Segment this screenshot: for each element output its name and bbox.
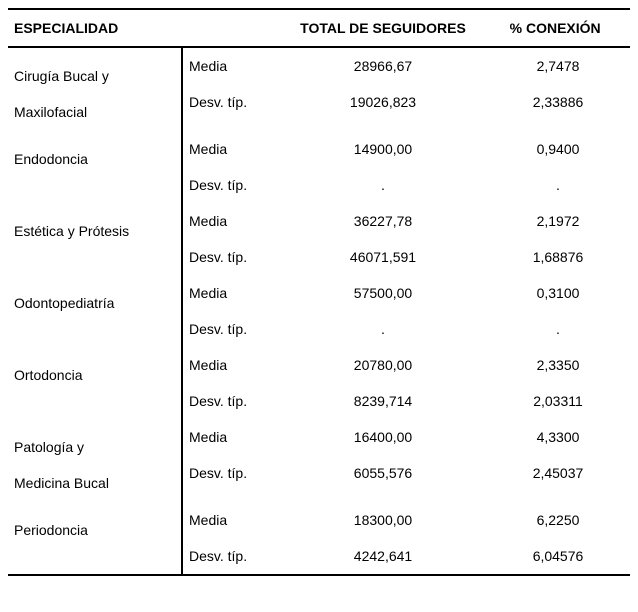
table-row: Desv. típ.4242,6416,04576 xyxy=(183,538,630,574)
conexion-value: . xyxy=(488,177,628,193)
conexion-value: 2,1972 xyxy=(488,213,628,229)
table-row: Media28966,672,7478 xyxy=(183,48,630,84)
table-row: Desv. típ.19026,8232,33886 xyxy=(183,84,630,120)
conexion-value: 2,3350 xyxy=(488,357,628,373)
speciality-line: Endodoncia xyxy=(14,141,175,177)
col-header-especialidad: ESPECIALIDAD xyxy=(14,20,186,36)
table-group: EndodonciaMedia14900,000,9400Desv. típ..… xyxy=(8,131,630,203)
stat-rows: Media16400,004,3300Desv. típ.6055,5762,4… xyxy=(183,419,630,502)
stat-label: Media xyxy=(183,58,278,74)
conexion-value: 2,7478 xyxy=(488,58,628,74)
stat-label: Desv. típ. xyxy=(183,177,278,193)
table-row: Desv. típ... xyxy=(183,311,630,347)
seguidores-value: 20780,00 xyxy=(278,357,488,373)
stat-label: Desv. típ. xyxy=(183,465,278,481)
table-header: ESPECIALIDAD TOTAL DE SEGUIDORES % CONEX… xyxy=(8,10,630,48)
speciality-cell: Estética y Prótesis xyxy=(8,203,183,275)
stat-label: Media xyxy=(183,141,278,157)
seguidores-value: 18300,00 xyxy=(278,512,488,528)
stat-label: Desv. típ. xyxy=(183,249,278,265)
speciality-cell: Ortodoncia xyxy=(8,347,183,419)
table-group: Estética y PrótesisMedia36227,782,1972De… xyxy=(8,203,630,275)
stat-label: Media xyxy=(183,512,278,528)
speciality-cell: Periodoncia xyxy=(8,502,183,574)
speciality-line: Estética y Prótesis xyxy=(14,213,175,249)
table-group: OrtodonciaMedia20780,002,3350Desv. típ.8… xyxy=(8,347,630,419)
speciality-cell: Endodoncia xyxy=(8,131,183,203)
col-header-conexion: % CONEXIÓN xyxy=(486,20,624,36)
seguidores-value: 14900,00 xyxy=(278,141,488,157)
stat-label: Desv. típ. xyxy=(183,393,278,409)
speciality-line: Patología y xyxy=(14,429,175,465)
stat-rows: Media28966,672,7478Desv. típ.19026,8232,… xyxy=(183,48,630,131)
seguidores-value: . xyxy=(278,177,488,193)
speciality-cell: Patología yMedicina Bucal xyxy=(8,419,183,502)
table-row: Media57500,000,3100 xyxy=(183,275,630,311)
table-row: Media16400,004,3300 xyxy=(183,419,630,455)
stat-label: Media xyxy=(183,285,278,301)
table-group: PeriodonciaMedia18300,006,2250Desv. típ.… xyxy=(8,502,630,574)
conexion-value: . xyxy=(488,321,628,337)
seguidores-value: 57500,00 xyxy=(278,285,488,301)
conexion-value: 1,68876 xyxy=(488,249,628,265)
seguidores-value: 28966,67 xyxy=(278,58,488,74)
table-row: Desv. típ... xyxy=(183,167,630,203)
conexion-value: 0,3100 xyxy=(488,285,628,301)
seguidores-value: 4242,641 xyxy=(278,548,488,564)
seguidores-value: . xyxy=(278,321,488,337)
speciality-line: Medicina Bucal xyxy=(14,465,175,501)
speciality-line: Maxilofacial xyxy=(14,94,175,130)
table-row: Desv. típ.8239,7142,03311 xyxy=(183,383,630,419)
stat-label: Desv. típ. xyxy=(183,548,278,564)
col-header-seguidores: TOTAL DE SEGUIDORES xyxy=(280,20,487,36)
speciality-cell: Odontopediatría xyxy=(8,275,183,347)
col-header-stat xyxy=(186,20,280,36)
seguidores-value: 6055,576 xyxy=(278,465,488,481)
stat-label: Media xyxy=(183,357,278,373)
stat-label: Media xyxy=(183,213,278,229)
stat-rows: Media57500,000,3100Desv. típ... xyxy=(183,275,630,347)
conexion-value: 2,33886 xyxy=(488,94,628,110)
table-row: Media18300,006,2250 xyxy=(183,502,630,538)
stat-rows: Media36227,782,1972Desv. típ.46071,5911,… xyxy=(183,203,630,275)
seguidores-value: 16400,00 xyxy=(278,429,488,445)
conexion-value: 6,2250 xyxy=(488,512,628,528)
table-body: Cirugía Bucal yMaxilofacialMedia28966,67… xyxy=(8,48,630,574)
stat-label: Desv. típ. xyxy=(183,321,278,337)
table-row: Desv. típ.46071,5911,68876 xyxy=(183,239,630,275)
table-group: Patología yMedicina BucalMedia16400,004,… xyxy=(8,419,630,502)
table-row: Desv. típ.6055,5762,45037 xyxy=(183,455,630,491)
conexion-value: 6,04576 xyxy=(488,548,628,564)
stat-rows: Media14900,000,9400Desv. típ... xyxy=(183,131,630,203)
speciality-line: Ortodoncia xyxy=(14,357,175,393)
table-group: OdontopediatríaMedia57500,000,3100Desv. … xyxy=(8,275,630,347)
stat-rows: Media18300,006,2250Desv. típ.4242,6416,0… xyxy=(183,502,630,574)
table-row: Media36227,782,1972 xyxy=(183,203,630,239)
table-row: Media14900,000,9400 xyxy=(183,131,630,167)
conexion-value: 0,9400 xyxy=(488,141,628,157)
table-group: Cirugía Bucal yMaxilofacialMedia28966,67… xyxy=(8,48,630,131)
stats-table: ESPECIALIDAD TOTAL DE SEGUIDORES % CONEX… xyxy=(8,8,630,576)
speciality-cell: Cirugía Bucal yMaxilofacial xyxy=(8,48,183,131)
seguidores-value: 36227,78 xyxy=(278,213,488,229)
stat-label: Desv. típ. xyxy=(183,94,278,110)
conexion-value: 2,03311 xyxy=(488,393,628,409)
speciality-line: Odontopediatría xyxy=(14,285,175,321)
conexion-value: 2,45037 xyxy=(488,465,628,481)
seguidores-value: 19026,823 xyxy=(278,94,488,110)
speciality-line: Periodoncia xyxy=(14,512,175,548)
seguidores-value: 46071,591 xyxy=(278,249,488,265)
seguidores-value: 8239,714 xyxy=(278,393,488,409)
speciality-line: Cirugía Bucal y xyxy=(14,58,175,94)
stat-rows: Media20780,002,3350Desv. típ.8239,7142,0… xyxy=(183,347,630,419)
stat-label: Media xyxy=(183,429,278,445)
table-row: Media20780,002,3350 xyxy=(183,347,630,383)
conexion-value: 4,3300 xyxy=(488,429,628,445)
